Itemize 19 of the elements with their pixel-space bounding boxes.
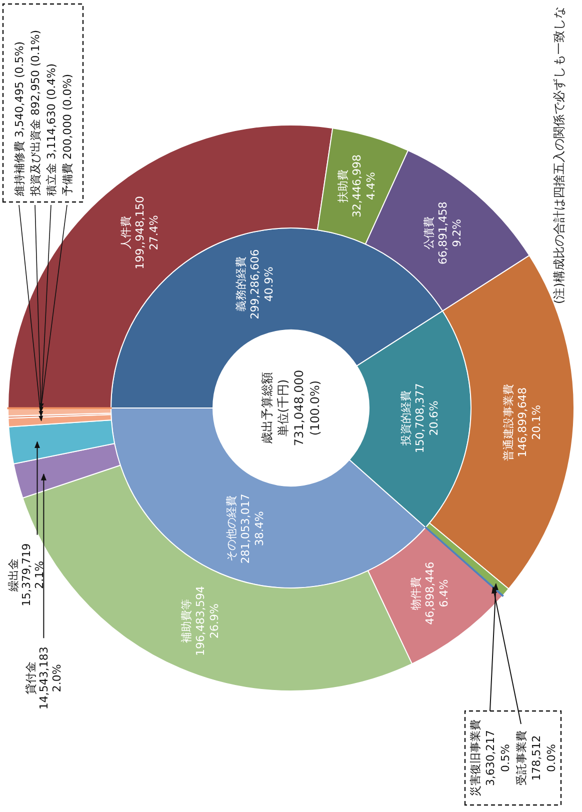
label: 人件費 199,,948,150 27.4%	[120, 196, 161, 270]
category-label: 投資及び出資金 892,950 (0.1%)	[28, 30, 42, 196]
note: (注)構成比の合計は四捨五入の関係で必ずしも一致しな	[552, 6, 566, 304]
label: 災害復旧事業費 3,630,217 0.5%	[468, 720, 512, 796]
label: 繰出金 15,379,719 2.1%	[7, 543, 46, 606]
label: 公債費 66,891,458 9.2%	[422, 202, 464, 265]
label: 貸付金 14,543,183 2.0%	[24, 646, 64, 710]
label: 義務的経費 299,286,606 40.9%	[234, 249, 276, 320]
label: 補助費等 196,483,594 26.9%	[180, 586, 222, 656]
category-label: 積立金 3,114,630 (0.4%)	[44, 63, 58, 196]
label: 物件費 46,898,446 6.4%	[410, 562, 451, 625]
label: 投資的経費 150,708,377 20.6%	[399, 383, 440, 454]
category-label: 予備費 200,000 (0.0%)	[60, 74, 74, 196]
centre-label: 歳出予算総額 単位(千円) 731,048,000 (100.0%)	[260, 370, 322, 446]
label: 普通建設事業費 146,899,648 20.1%	[502, 384, 543, 461]
label: 扶助費 32,446,998 4.4%	[336, 154, 378, 218]
label: その他の経費 281,053,017 38.4%	[225, 494, 266, 564]
label: 受託事業費 178,512 0.0%	[514, 730, 558, 786]
category-label: 維持補修費 3,540,495 (0.5%)	[12, 41, 26, 196]
